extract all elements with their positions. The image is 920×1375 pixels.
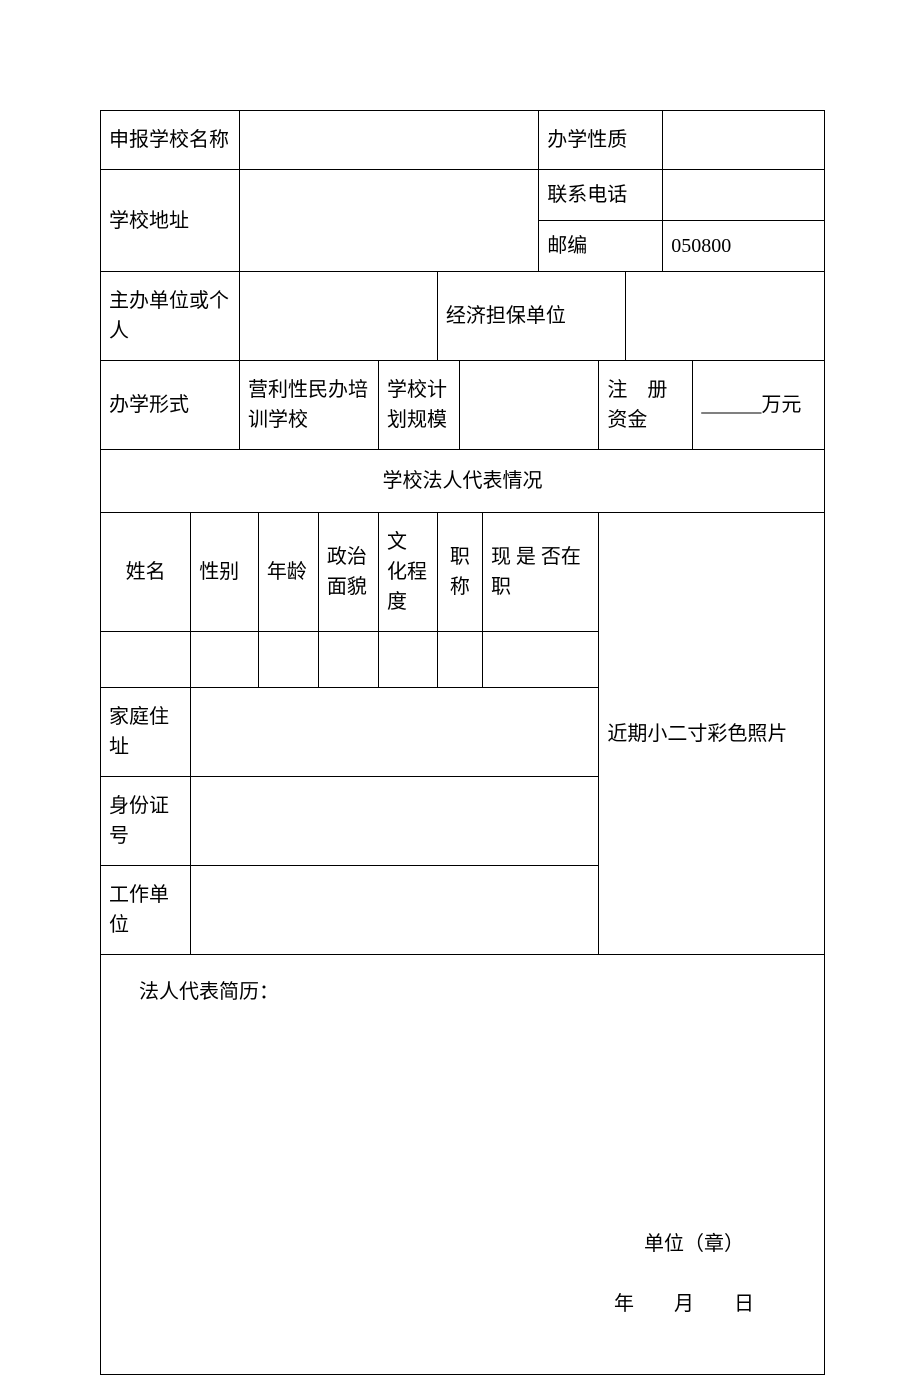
value-age	[258, 632, 318, 688]
value-contact-phone	[663, 170, 825, 221]
label-id-number: 身份证号	[101, 777, 191, 866]
label-school-address: 学校地址	[101, 170, 240, 272]
label-on-job: 现 是 否在职	[482, 513, 598, 632]
capital-line: ______	[701, 394, 761, 416]
label-gender: 性别	[191, 513, 259, 632]
value-education	[379, 632, 438, 688]
label-school-name: 申报学校名称	[101, 111, 240, 170]
value-political	[318, 632, 378, 688]
value-organizer	[240, 272, 438, 361]
label-photo: 近期小二寸彩色照片	[599, 513, 825, 955]
value-school-form: 营利性民办培训学校	[240, 361, 379, 450]
label-resume: 法人代表简历：	[119, 977, 806, 1007]
value-school-name	[240, 111, 539, 170]
label-political: 政治面貌	[318, 513, 378, 632]
label-title: 职称	[437, 513, 482, 632]
value-registered-capital: ______万元	[693, 361, 825, 450]
value-title	[437, 632, 482, 688]
value-on-job	[482, 632, 598, 688]
resume-cell: 法人代表简历： 单位（章） 年 月 日	[101, 955, 825, 1375]
value-gender	[191, 632, 259, 688]
value-guarantor	[625, 272, 824, 361]
value-school-address	[240, 170, 539, 272]
label-registered-capital: 注 册资金	[599, 361, 693, 450]
value-school-nature	[663, 111, 825, 170]
application-form-table: 申报学校名称 办学性质 学校地址 联系电话 邮编 050800 主办单位或个人 …	[100, 110, 825, 1375]
section-title: 学校法人代表情况	[101, 450, 825, 513]
stamp-block: 单位（章） 年 月 日	[614, 1214, 754, 1334]
label-home-address: 家庭住址	[101, 688, 191, 777]
label-age: 年龄	[258, 513, 318, 632]
value-id-number	[191, 777, 599, 866]
label-date: 年 月 日	[614, 1274, 754, 1334]
label-organizer: 主办单位或个人	[101, 272, 240, 361]
value-planned-scale	[460, 361, 599, 450]
label-school-form: 办学形式	[101, 361, 240, 450]
label-name: 姓名	[101, 513, 191, 632]
label-school-nature: 办学性质	[539, 111, 663, 170]
label-contact-phone: 联系电话	[539, 170, 663, 221]
label-stamp: 单位（章）	[614, 1214, 754, 1274]
label-postcode: 邮编	[539, 221, 663, 272]
capital-suffix: 万元	[761, 394, 801, 416]
label-education: 文 化程度	[379, 513, 438, 632]
label-work-unit: 工作单位	[101, 866, 191, 955]
value-name	[101, 632, 191, 688]
label-planned-scale: 学校计划规模	[379, 361, 460, 450]
label-guarantor: 经济担保单位	[437, 272, 625, 361]
value-work-unit	[191, 866, 599, 955]
value-home-address	[191, 688, 599, 777]
value-postcode: 050800	[663, 221, 825, 272]
